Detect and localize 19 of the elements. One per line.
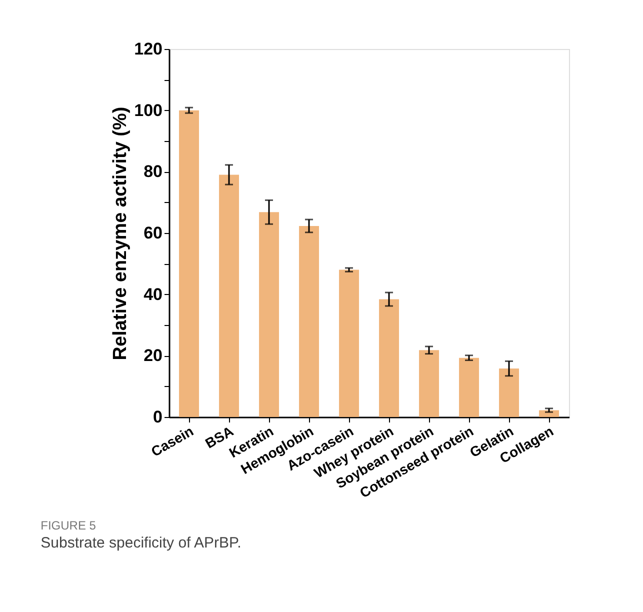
y-tick-label: 60 [144, 224, 162, 242]
y-tick-label: 100 [134, 100, 162, 120]
bar [179, 110, 199, 417]
y-tick-label: 40 [144, 284, 162, 304]
text: Substrate specificity of APrBP. [40, 534, 242, 552]
y-tick-label: 120 [134, 40, 162, 58]
bar [299, 226, 319, 417]
y-tick-label: 80 [144, 162, 162, 182]
caption: FIGURE 5 [40, 518, 96, 532]
bar [499, 368, 519, 417]
bar [459, 358, 479, 417]
bar [219, 174, 239, 417]
bar [419, 350, 439, 417]
y-tick-label: 0 [153, 408, 162, 426]
bar [259, 212, 279, 417]
y-axis-title: Relative enzyme activity (%) [110, 106, 132, 360]
bar [379, 299, 399, 417]
bar [339, 270, 359, 417]
y-tick-label: 20 [144, 346, 162, 366]
